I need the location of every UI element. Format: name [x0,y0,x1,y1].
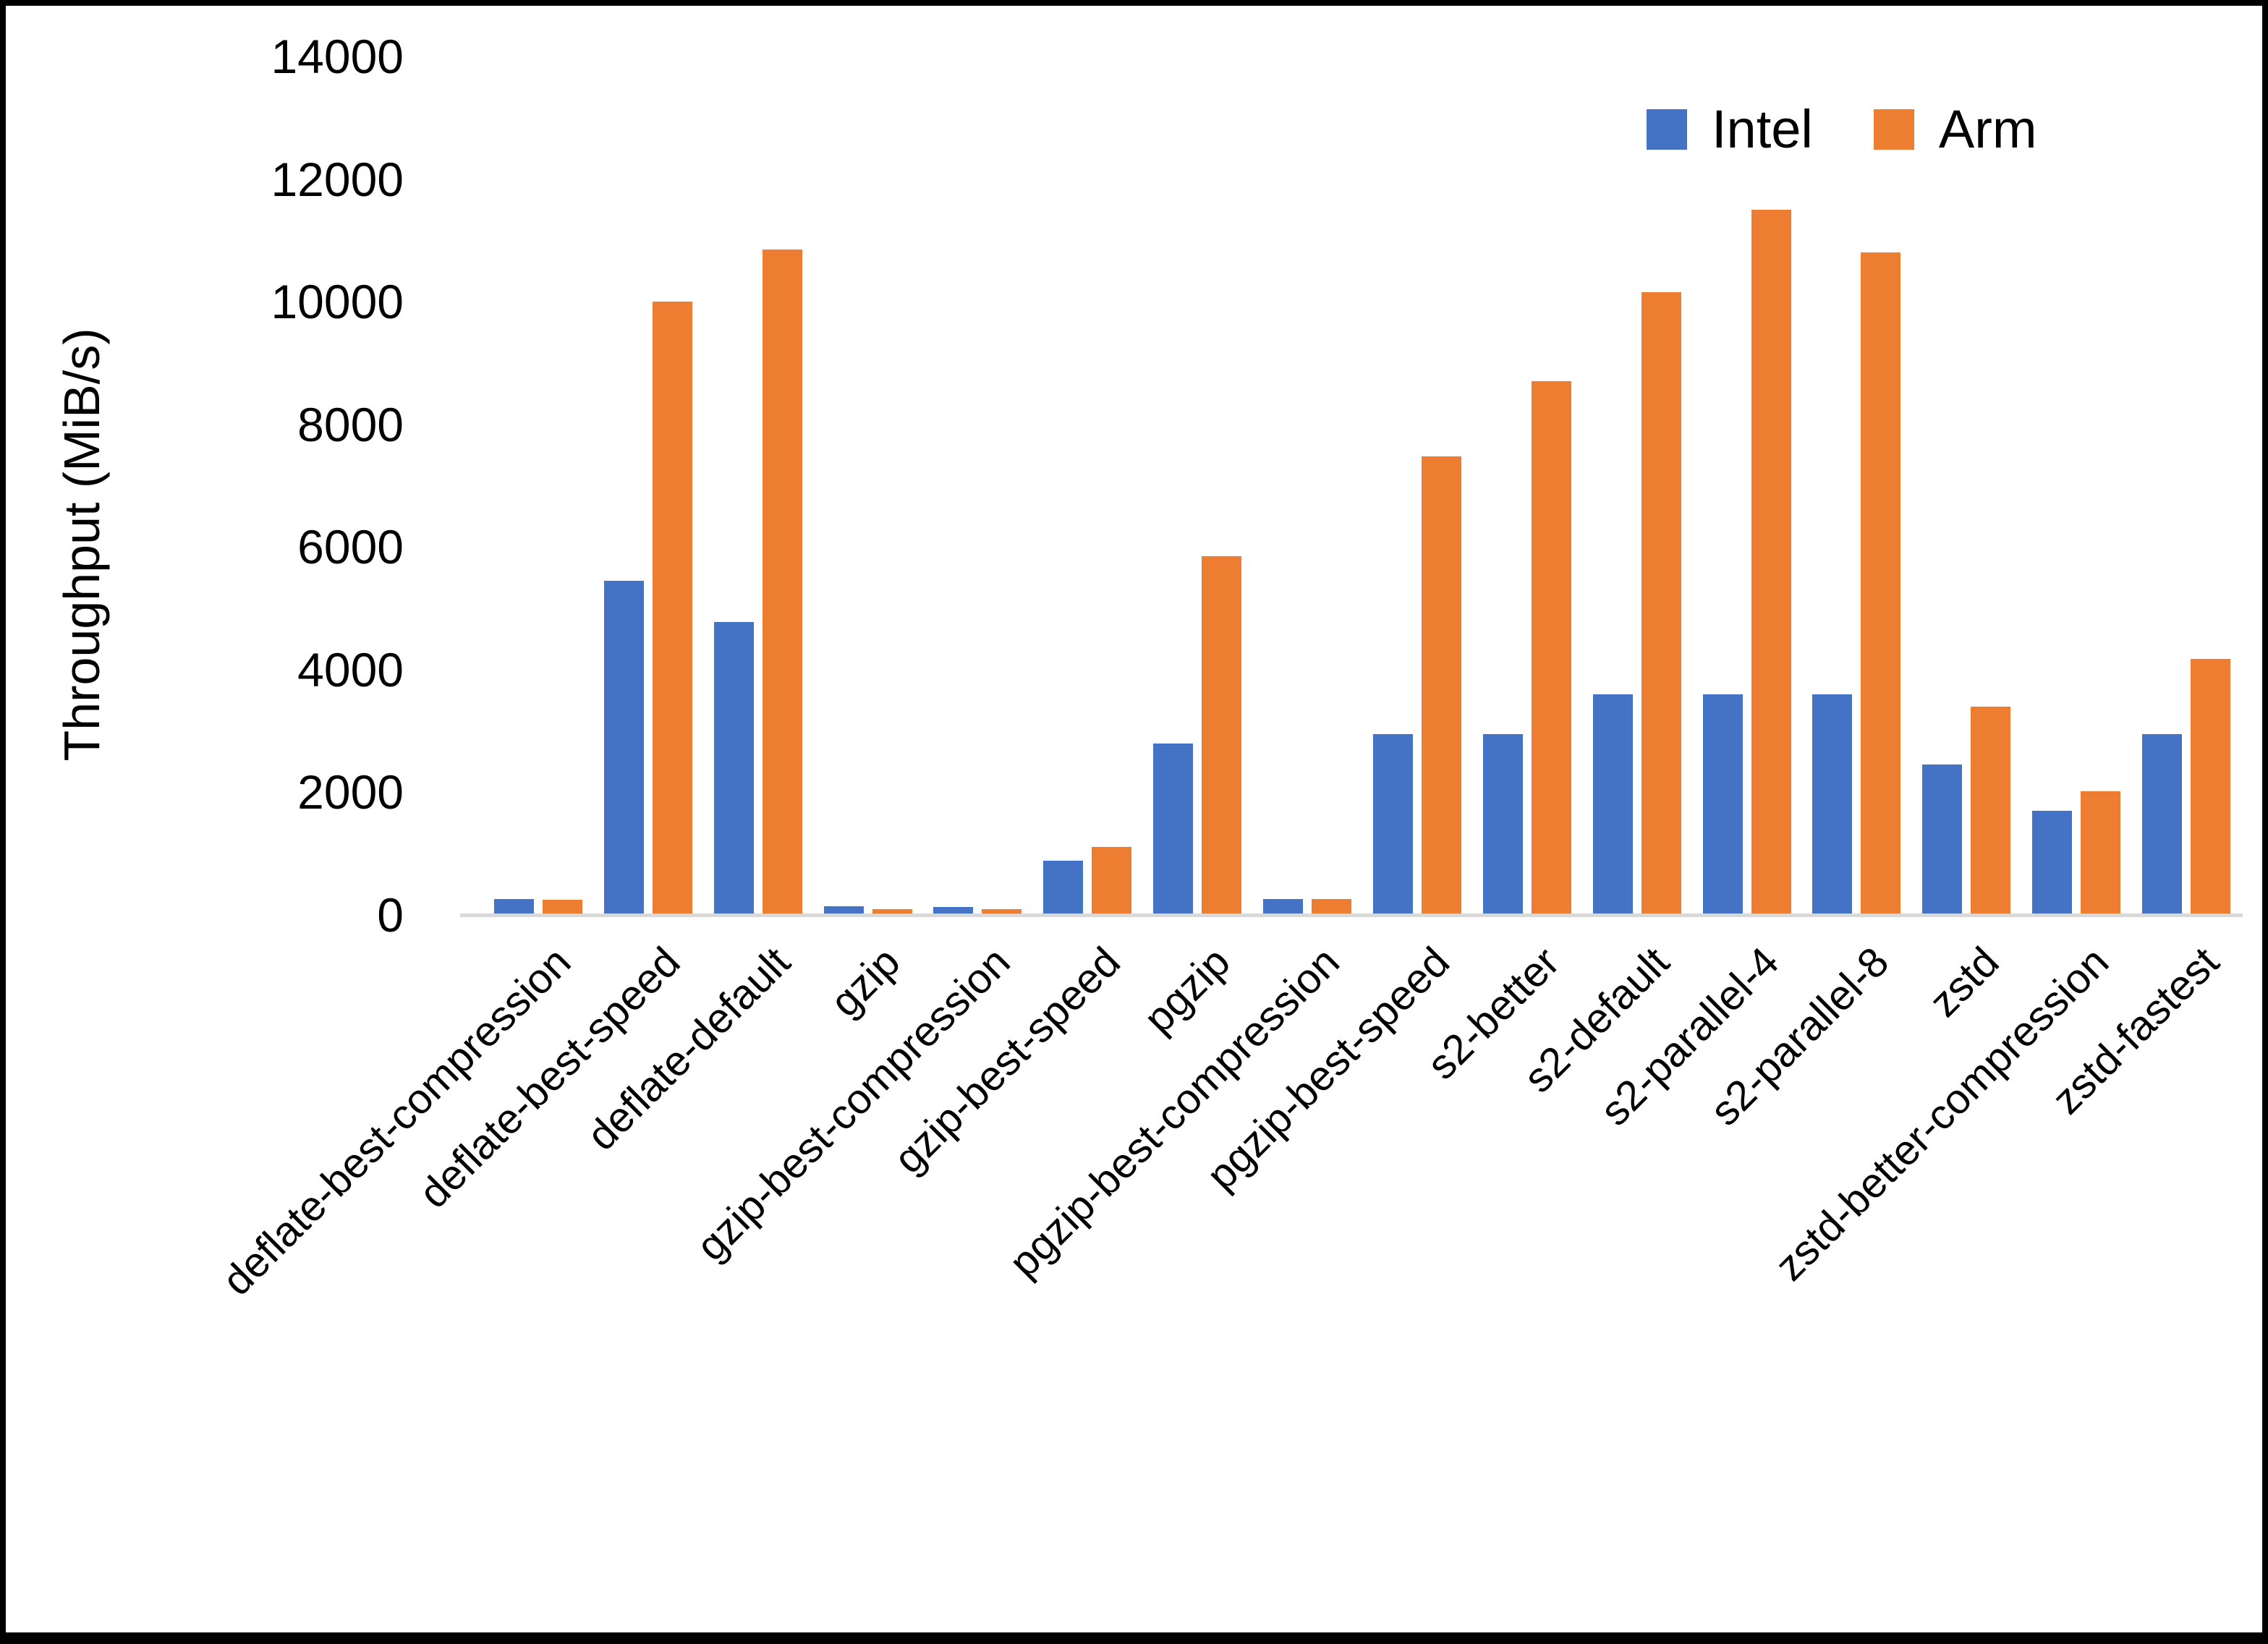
bar-intel-deflate-best-speed [604,581,644,915]
bar-intel-s2-parallel-4 [1703,694,1743,915]
y-tick-label-6000: 6000 [297,520,404,574]
bar-arm-gzip [872,909,912,915]
bar-arm-zstd-fastest [2191,659,2230,915]
bar-arm-pgzip-best-speed [1422,456,1461,915]
bar-arm-deflate-default [763,250,802,915]
legend-label-arm: Arm [1938,99,2037,159]
legend-label-intel: Intel [1712,99,1813,159]
bar-arm-zstd [1971,707,2010,915]
bar-intel-zstd-better-compression [2032,811,2072,915]
bar-intel-s2-default [1593,694,1633,915]
bar-arm-zstd-better-compression [2081,791,2120,915]
bar-intel-zstd [1922,764,1962,915]
y-tick-label-10000: 10000 [271,275,404,329]
bar-intel-s2-better [1483,734,1523,915]
bar-intel-gzip [824,906,864,915]
arm-series-swatch-icon [1873,108,1914,150]
bar-intel-pgzip [1153,744,1193,915]
bar-arm-s2-better [1532,381,1571,915]
x-category-label-deflate-default: deflate-default [577,938,799,1160]
bar-arm-pgzip [1202,556,1241,915]
bar-intel-deflate-best-compression [494,899,534,915]
bar-arm-s2-default [1641,292,1681,915]
bar-arm-deflate-best-compression [543,900,582,915]
legend-item-intel: Intel [1647,98,1813,160]
bar-arm-deflate-best-speed [653,302,692,915]
y-tick-label-4000: 4000 [297,642,404,697]
bar-arm-s2-parallel-8 [1861,252,1900,915]
bar-arm-gzip-best-compression [982,909,1022,915]
y-tick-label-0: 0 [377,888,404,942]
x-category-label-gzip: gzip [821,938,909,1026]
bar-arm-pgzip-best-compression [1312,899,1351,915]
bar-intel-s2-parallel-8 [1812,694,1852,915]
legend-item-arm: Arm [1873,98,2037,160]
x-axis-line [460,913,2243,917]
y-tick-label-12000: 12000 [271,152,404,206]
intel-series-swatch-icon [1647,108,1687,150]
y-tick-label-2000: 2000 [297,765,404,819]
bar-intel-gzip-best-speed [1043,861,1083,915]
x-category-label-zstd: zstd [1920,938,2008,1026]
bar-intel-pgzip-best-speed [1373,734,1413,915]
y-tick-label-8000: 8000 [297,397,404,451]
bar-intel-gzip-best-compression [933,907,973,915]
bar-intel-zstd-fastest [2142,734,2182,915]
bar-intel-pgzip-best-compression [1263,899,1303,915]
bar-intel-deflate-default [714,622,754,915]
legend: Intel Arm [1647,98,2037,160]
x-category-label-pgzip: pgzip [1134,938,1239,1043]
bar-arm-gzip-best-speed [1092,847,1131,915]
y-tick-label-14000: 14000 [271,30,404,83]
bar-arm-s2-parallel-4 [1751,210,1791,915]
